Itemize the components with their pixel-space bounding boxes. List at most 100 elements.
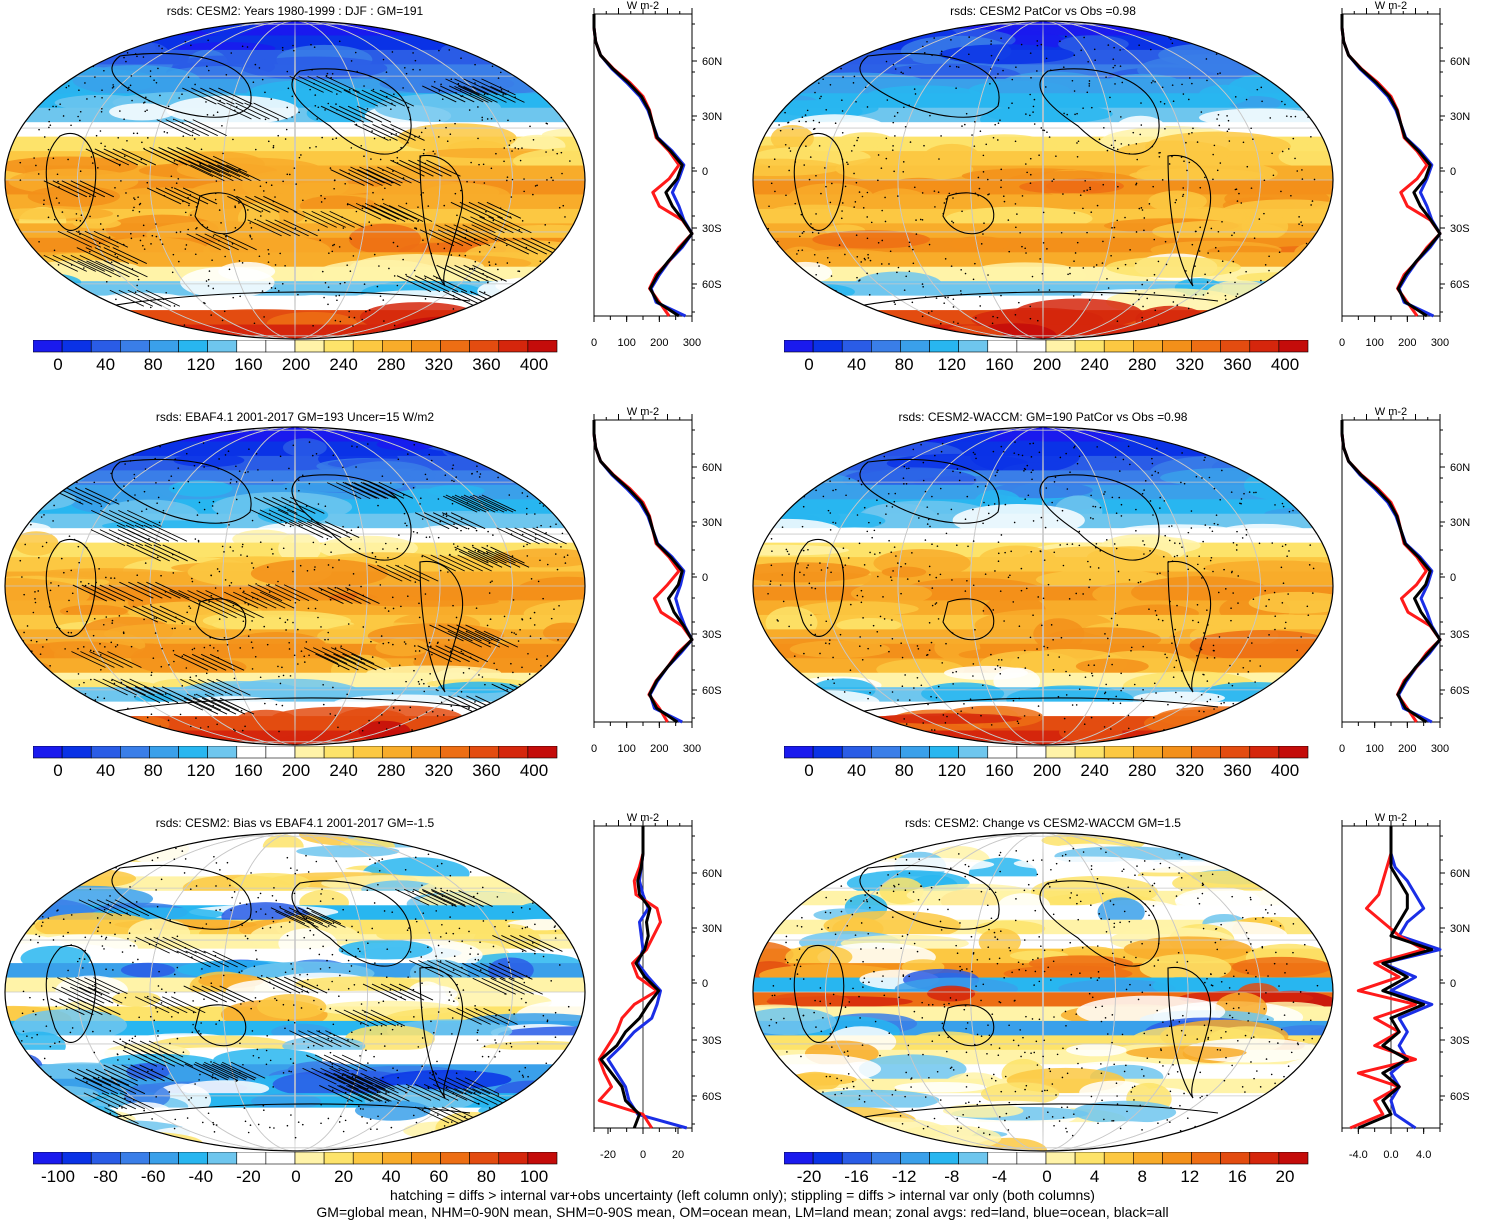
stipple-dot: [471, 473, 473, 475]
stipple-dot: [153, 617, 156, 619]
field-blotch: [1205, 312, 1270, 331]
world-map: [4, 426, 586, 746]
stipple-dot: [502, 873, 504, 876]
stipple-dot: [290, 1114, 292, 1116]
stipple-dot: [767, 227, 770, 230]
hatch-line: [382, 202, 418, 220]
stipple-dot: [102, 306, 104, 308]
stipple-dot: [418, 650, 421, 652]
field-blotch: [1198, 84, 1250, 106]
stipple-dot: [994, 76, 997, 79]
stipple-dot: [171, 271, 174, 274]
hatch-line: [469, 495, 505, 513]
stipple-dot: [781, 574, 784, 576]
stipple-dot: [782, 600, 785, 603]
stipple-dot: [370, 158, 372, 160]
hatch-line: [76, 247, 111, 264]
stipple-dot: [428, 453, 430, 456]
stipple-dot: [157, 496, 160, 499]
stipple-dot: [286, 619, 289, 621]
stipple-dot: [436, 715, 439, 717]
field-band: [5, 1122, 585, 1138]
stipple-dot: [82, 967, 84, 969]
stipple-dot: [331, 72, 334, 75]
stipple-dot: [933, 190, 936, 192]
stipple-dot: [238, 202, 240, 204]
stipple-dot: [441, 951, 443, 954]
stipple-dot: [977, 176, 980, 179]
stipple-dot: [143, 490, 146, 493]
zonal-lat-label: 30N: [702, 111, 722, 123]
stipple-dot: [123, 56, 125, 59]
zonal-lat-label: 60N: [1450, 56, 1470, 68]
stipple-dot: [998, 658, 1000, 661]
stipple-dot: [1246, 165, 1249, 168]
stipple-dot: [322, 683, 324, 686]
stipple-dot: [342, 1130, 345, 1133]
stipple-dot: [435, 955, 437, 957]
stipple-dot: [511, 178, 514, 181]
stipple-dot: [472, 47, 474, 49]
stipple-dot: [505, 919, 507, 922]
stipple-dot: [1065, 452, 1067, 455]
stipple-dot: [1002, 69, 1004, 72]
stipple-dot: [483, 857, 486, 860]
stipple-dot: [508, 494, 511, 496]
stipple-dot: [997, 59, 1000, 61]
stipple-dot: [88, 250, 91, 253]
stipple-dot: [431, 653, 433, 656]
stipple-dot: [1159, 496, 1162, 499]
stipple-dot: [787, 76, 790, 79]
stipple-dot: [336, 93, 338, 95]
stipple-dot: [1266, 463, 1268, 465]
stipple-dot: [921, 315, 924, 318]
stipple-dot: [39, 653, 42, 655]
stipple-dot: [474, 260, 477, 263]
stipple-dot: [862, 617, 864, 619]
stipple-dot: [128, 1058, 130, 1060]
stipple-dot: [360, 144, 363, 147]
stipple-dot: [396, 156, 399, 159]
stipple-dot: [156, 905, 159, 908]
stipple-dot: [816, 261, 819, 264]
stipple-dot: [889, 576, 892, 578]
stipple-dot: [351, 925, 353, 928]
stipple-dot: [334, 714, 337, 717]
stipple-dot: [250, 1007, 252, 1010]
stipple-dot: [245, 903, 248, 905]
stipple-dot: [1202, 294, 1205, 296]
stipple-dot: [1292, 509, 1294, 512]
stipple-dot: [37, 590, 40, 592]
stipple-dot: [1297, 694, 1300, 696]
stipple-dot: [1101, 262, 1104, 264]
stipple-dot: [879, 551, 881, 554]
stipple-dot: [105, 616, 108, 618]
stipple-dot: [781, 94, 784, 97]
hatch-line: [174, 119, 209, 137]
stipple-dot: [1143, 553, 1145, 555]
hatch-line: [414, 512, 450, 530]
stipple-dot: [810, 624, 812, 626]
hatch-line: [52, 254, 87, 272]
field-blotch: [516, 732, 585, 744]
zonal-x-label: 200: [650, 337, 668, 349]
stipple-dot: [972, 540, 975, 542]
stipple-dot: [1013, 521, 1016, 524]
stipple-dot: [834, 122, 837, 125]
stipple-dot: [1181, 83, 1183, 86]
stipple-dot: [379, 158, 382, 161]
stipple-dot: [507, 961, 510, 964]
hatch-line: [494, 237, 529, 255]
stipple-dot: [770, 564, 773, 567]
stipple-dot: [538, 42, 541, 44]
stipple-dot: [445, 932, 448, 934]
field-blotch: [753, 724, 820, 745]
stipple-dot: [1151, 457, 1153, 460]
hatch-line: [437, 229, 473, 247]
stipple-dot: [817, 82, 820, 84]
colorbar-tick-label: 0: [804, 761, 814, 780]
stipple-dot: [926, 506, 929, 508]
field-band: [753, 730, 1333, 745]
stipple-dot: [1178, 542, 1181, 545]
stipple-dot: [445, 515, 448, 518]
